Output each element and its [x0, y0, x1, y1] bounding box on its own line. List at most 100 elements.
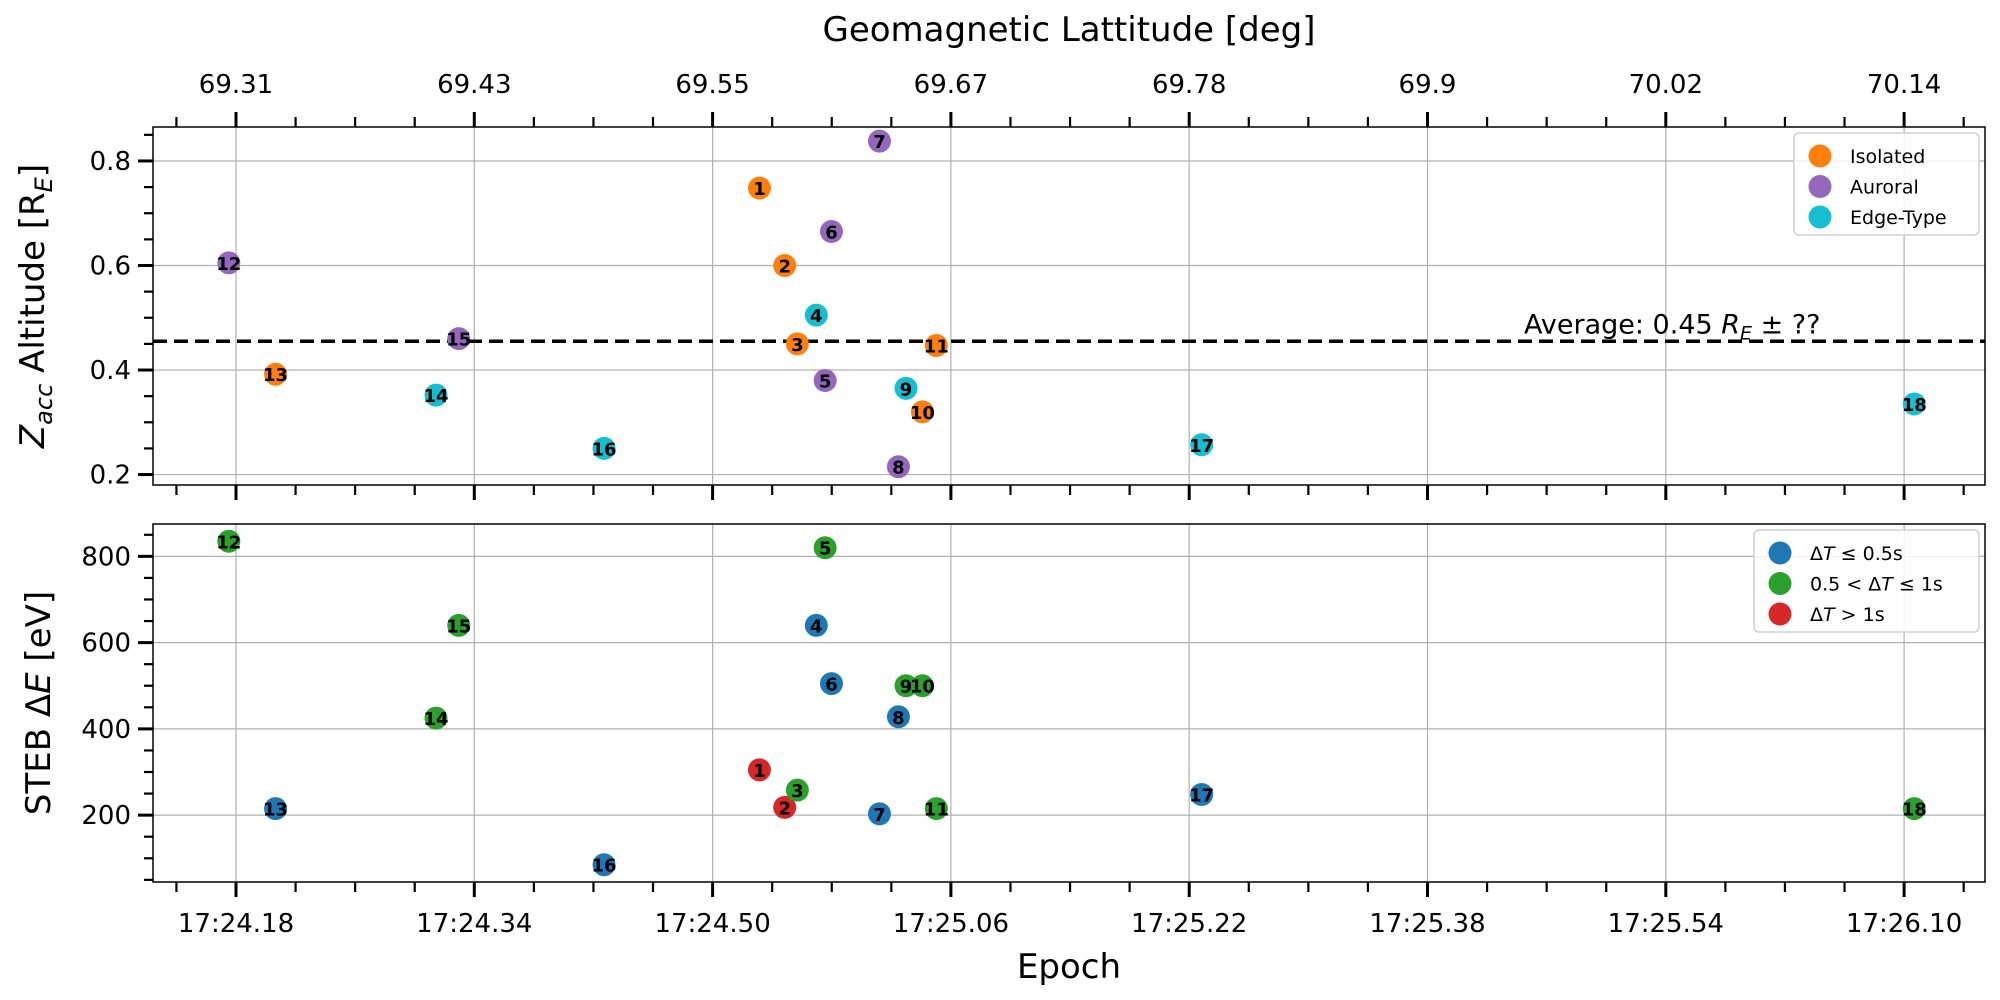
- data-point-label-5: 5: [819, 371, 832, 392]
- data-point-label-13: 13: [263, 800, 288, 821]
- data-point-4: [804, 303, 828, 327]
- data-point-12: [217, 251, 241, 275]
- data-point-label-12: 12: [216, 532, 241, 553]
- data-point-16: [592, 436, 616, 460]
- data-point-12: [217, 529, 241, 553]
- top-x-tick-label: 69.43: [437, 70, 511, 100]
- bottom-x-tick-label: 17:24.50: [654, 909, 770, 939]
- top-x-tick-label: 69.31: [199, 70, 273, 100]
- legend-box: [1793, 132, 1980, 236]
- legend-label: Auroral: [1850, 177, 1919, 199]
- legend-box: [1753, 529, 1980, 633]
- data-point-6: [819, 672, 843, 696]
- data-point-label-1: 1: [753, 179, 766, 200]
- legend-label: ΔT ≤ 0.5s: [1810, 543, 1903, 565]
- data-point-label-9: 9: [900, 677, 913, 698]
- data-point-label-15: 15: [446, 330, 471, 351]
- y-tick-label: 800: [81, 542, 131, 572]
- data-point-label-15: 15: [446, 616, 471, 637]
- bottom-y-axis-title: STEB ΔE [eV]: [19, 591, 59, 815]
- data-point-7: [867, 129, 891, 153]
- bottom-x-tick-label: 17:24.34: [416, 909, 532, 939]
- data-point-15: [447, 327, 471, 351]
- data-point-label-4: 4: [810, 306, 823, 327]
- legend-label: 0.5 < ΔT ≤ 1s: [1810, 574, 1943, 596]
- data-point-18: [1902, 392, 1926, 416]
- data-point-label-7: 7: [873, 132, 886, 153]
- top-legend: Isolated Auroral Edge-Type: [1793, 132, 1980, 236]
- y-tick-label: 200: [81, 801, 131, 831]
- legend-marker: [1768, 602, 1792, 626]
- data-point-7: [867, 802, 891, 826]
- data-point-11: [924, 333, 948, 357]
- top-x-tick-label: 69.67: [914, 70, 988, 100]
- data-point-label-8: 8: [892, 458, 905, 479]
- data-point-3: [785, 778, 809, 802]
- top-x-tick-label: 70.02: [1629, 70, 1703, 100]
- data-point-18: [1902, 797, 1926, 821]
- data-point-label-12: 12: [216, 254, 241, 275]
- data-point-label-6: 6: [825, 223, 838, 244]
- y-tick-label: 0.6: [90, 251, 131, 281]
- data-point-5: [813, 536, 837, 560]
- data-point-13: [264, 797, 288, 821]
- data-point-15: [447, 613, 471, 637]
- data-point-label-7: 7: [873, 805, 886, 826]
- y-tick-label: 0.2: [90, 461, 131, 491]
- data-point-label-16: 16: [592, 439, 617, 460]
- data-point-label-11: 11: [924, 800, 949, 821]
- data-point-label-3: 3: [791, 335, 804, 356]
- bottom-x-tick-label: 17:24.18: [178, 909, 294, 939]
- legend-label: Edge-Type: [1850, 207, 1947, 229]
- legend-marker: [1808, 175, 1832, 198]
- data-point-label-14: 14: [423, 709, 448, 730]
- data-point-label-10: 10: [910, 677, 935, 698]
- legend-marker: [1808, 205, 1832, 229]
- top-x-tick-label: 69.55: [675, 70, 749, 100]
- data-point-14: [424, 383, 448, 407]
- y-tick-label: 400: [81, 715, 131, 745]
- y-tick-label: 0.4: [90, 356, 131, 386]
- top-axes-frame: [152, 126, 1986, 486]
- legend-label: ΔT > 1s: [1810, 604, 1885, 626]
- data-point-label-14: 14: [423, 386, 448, 407]
- top-x-tick-label: 69.9: [1399, 70, 1457, 100]
- data-point-6: [819, 220, 843, 244]
- data-point-label-17: 17: [1189, 436, 1214, 457]
- data-point-8: [886, 455, 910, 479]
- bottom-axes-frame: [152, 523, 1986, 883]
- data-point-label-8: 8: [892, 708, 905, 729]
- bottom-x-tick-label: 17:25.06: [893, 909, 1009, 939]
- data-point-1: [747, 176, 771, 200]
- data-point-label-2: 2: [778, 798, 791, 819]
- data-point-3: [785, 332, 809, 356]
- data-point-label-5: 5: [819, 539, 832, 560]
- average-annotation: Average: 0.45 RE ± ??: [1524, 309, 1821, 344]
- data-point-label-16: 16: [592, 856, 617, 877]
- data-point-label-13: 13: [263, 365, 288, 386]
- top-axis-title: Geomagnetic Lattitude [deg]: [822, 10, 1315, 50]
- data-point-16: [592, 853, 616, 877]
- bottom-panel: 200400600800123456789101112131415161718Δ…: [81, 523, 1986, 897]
- data-point-label-9: 9: [900, 379, 913, 400]
- data-point-10: [910, 674, 934, 698]
- data-point-label-17: 17: [1189, 785, 1214, 806]
- data-point-label-11: 11: [924, 336, 949, 357]
- data-point-10: [910, 400, 934, 424]
- top-x-tick-label: 69.78: [1152, 70, 1226, 100]
- bottom-x-tick-label: 17:25.38: [1369, 909, 1485, 939]
- data-point-label-18: 18: [1902, 800, 1927, 821]
- legend-label: Isolated: [1850, 146, 1925, 168]
- data-point-9: [894, 376, 918, 400]
- bottom-x-tick-label: 17:25.22: [1131, 909, 1247, 939]
- top-x-tick-label: 70.14: [1867, 70, 1941, 100]
- bottom-legend: ΔT ≤ 0.5s 0.5 < ΔT ≤ 1s ΔT > 1s: [1753, 529, 1980, 633]
- data-point-1: [747, 758, 771, 782]
- y-tick-label: 600: [81, 629, 131, 659]
- data-point-2: [773, 795, 797, 819]
- data-point-8: [886, 705, 910, 729]
- x-axis-title: Epoch: [1017, 947, 1121, 987]
- y-tick-label: 0.8: [90, 147, 131, 177]
